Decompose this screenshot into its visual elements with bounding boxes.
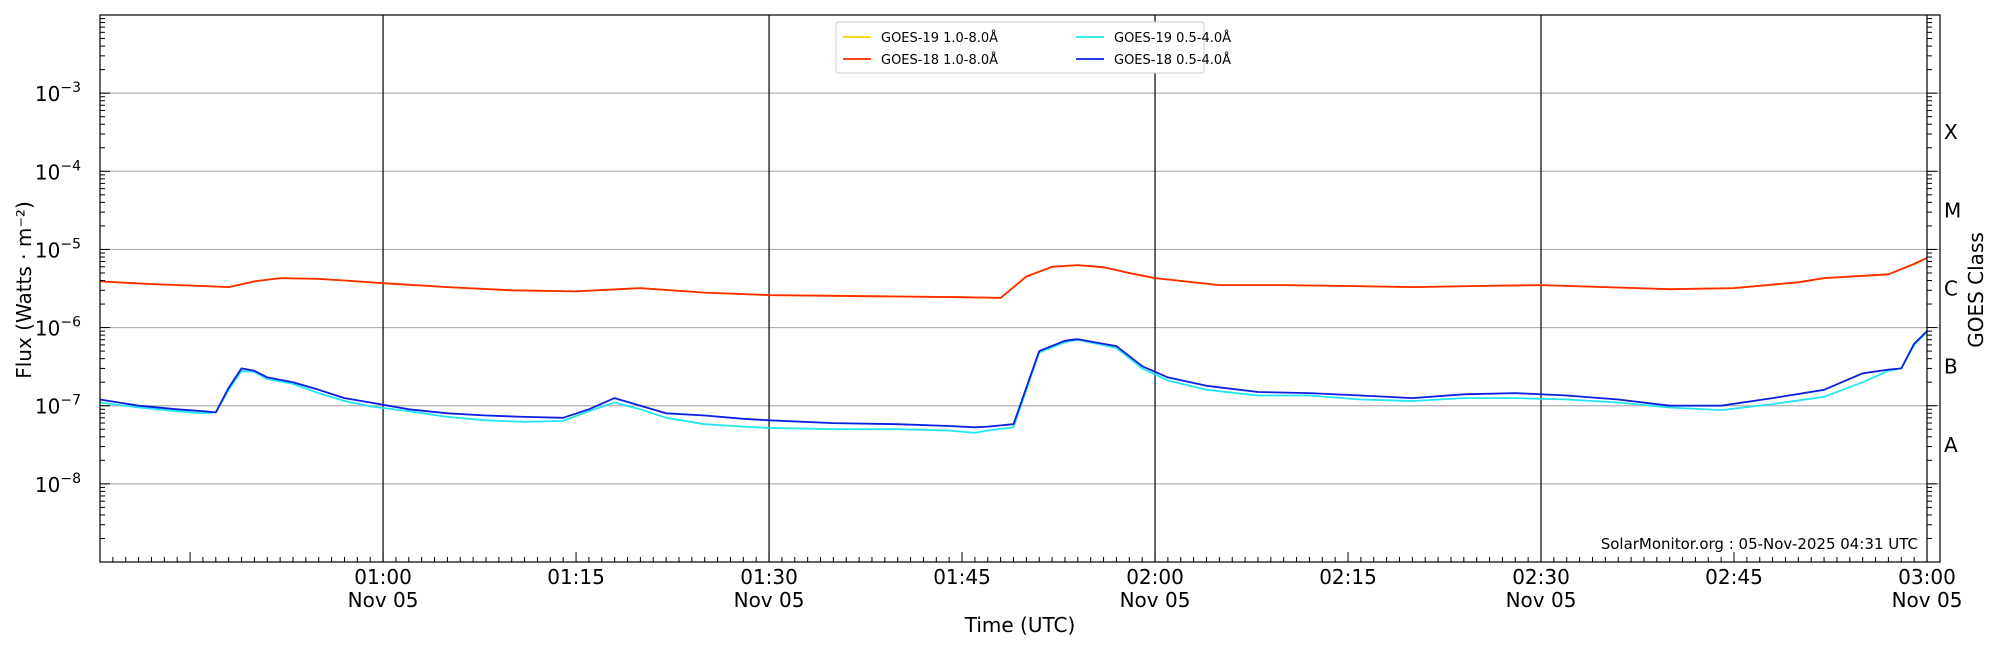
y-tick-label: 10−8 [35,471,81,497]
x-tick-date-label: Nov 05 [348,588,419,612]
x-tick-label: 02:45 [1705,565,1763,589]
legend-label: GOES-19 0.5-4.0Å [1114,30,1231,46]
goes-class-labels: A B C M X [1944,120,1961,457]
x-tick-label: 01:45 [933,565,991,589]
y-axis-label: Flux (Watts · m⁻²) [12,201,36,379]
right-axis-label: GOES Class [1964,232,1988,348]
legend-label: GOES-18 0.5-4.0Å [1114,52,1231,68]
series-line [99,257,1928,299]
x-tick-label: 02:30 [1512,565,1570,589]
y-tick-label: 10−7 [35,393,81,419]
plot-frame [99,14,1941,563]
legend: GOES-19 1.0-8.0Å GOES-18 1.0-8.0Å GOES-19 … [835,21,1231,74]
legend-label: GOES-18 1.0-8.0Å [881,52,998,68]
series-lines [99,257,1928,434]
y-tick-label: 10−3 [35,80,81,106]
x-tick-label: 01:00 [354,565,412,589]
x-tick-date-label: Nov 05 [1892,588,1963,612]
x-tick-label: 03:00 [1898,565,1956,589]
x-tick-date-label: Nov 05 [734,588,805,612]
y-tick-label: 10−6 [35,315,81,341]
y-tick-label: 10−5 [35,236,81,262]
x-tick-label: 02:15 [1319,565,1377,589]
goes-class-label: A [1944,433,1958,457]
goes-class-label: C [1944,277,1958,301]
x-tick-label: 01:30 [740,565,798,589]
x-axis-label: Time (UTC) [964,613,1076,637]
y-tick-label: 10−4 [35,158,81,184]
x-tick-label: 01:15 [547,565,605,589]
vertical-gridlines [382,15,1542,562]
credit-annotation: SolarMonitor.org : 05-Nov-2025 04:31 UTC [1601,535,1918,553]
x-tick-label: 02:00 [1126,565,1184,589]
legend-label: GOES-19 1.0-8.0Å [881,30,998,46]
y-tick-labels: 10−8 10−7 10−6 10−5 10−4 10−3 [35,80,81,497]
series-line [99,331,1928,434]
goes-class-label: M [1944,198,1961,222]
goes-class-label: B [1944,355,1958,379]
series-line [99,330,1928,429]
goes-class-label: X [1944,120,1958,144]
x-tick-date-label: Nov 05 [1506,588,1577,612]
axis-ticks [99,14,1937,563]
legend-box [835,21,1205,74]
x-tick-date-label: Nov 05 [1120,588,1191,612]
